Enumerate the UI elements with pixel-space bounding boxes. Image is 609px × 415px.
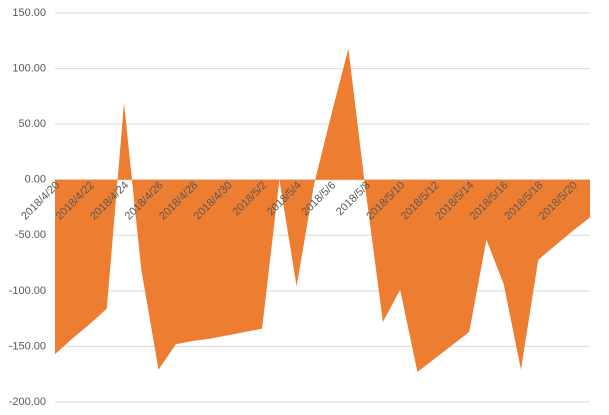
area	[55, 48, 590, 372]
y-tick-label: -100.00	[9, 285, 46, 297]
y-tick-label: 0.00	[25, 174, 46, 186]
y-tick-label: -200.00	[9, 396, 46, 408]
y-tick-label: 100.00	[12, 62, 46, 74]
y-tick-label: -50.00	[15, 229, 46, 241]
y-tick-label: -150.00	[9, 340, 46, 352]
y-tick-label: 50.00	[18, 118, 46, 130]
y-tick-label: 150.00	[12, 7, 46, 19]
